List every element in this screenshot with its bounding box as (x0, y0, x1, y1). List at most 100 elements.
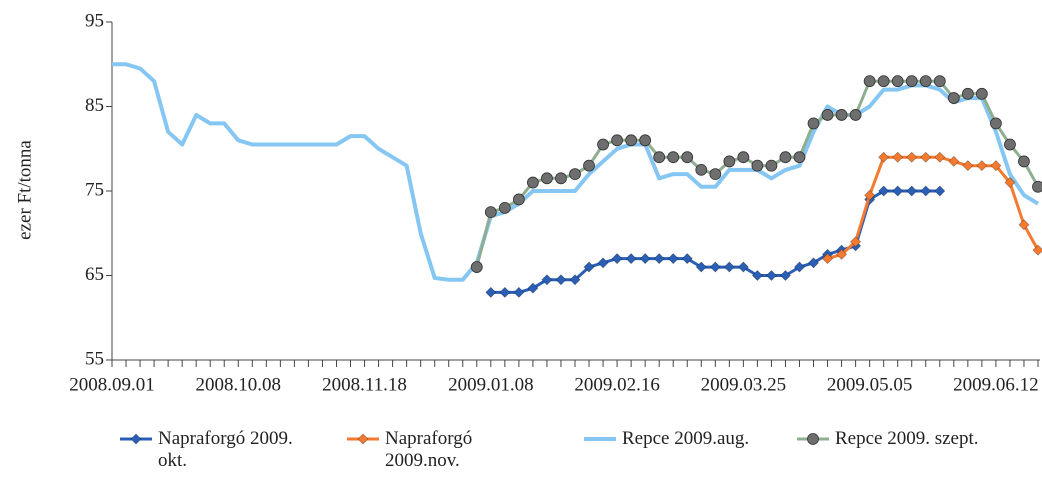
point (807, 117, 820, 130)
point (751, 270, 763, 281)
x-tick-label: 2008.09.01 (69, 374, 155, 395)
legend-marker (130, 433, 142, 445)
point (849, 109, 862, 121)
point (779, 151, 792, 164)
point (569, 168, 581, 181)
point (513, 286, 525, 298)
x-tick-label: 2009.01.08 (448, 374, 534, 395)
point (498, 201, 511, 214)
point (906, 185, 918, 197)
legend-label: Repce 2009.aug. (622, 428, 750, 449)
point (793, 261, 805, 273)
point (962, 160, 974, 172)
y-tick-label: 85 (85, 95, 104, 116)
point (920, 185, 932, 197)
x-tick-label: 2009.02.16 (574, 374, 660, 395)
x-tick-label: 2009.06.12 (953, 374, 1039, 395)
legend-icon (797, 433, 829, 445)
point (555, 274, 567, 286)
point (695, 163, 708, 176)
point (891, 75, 904, 88)
point (625, 134, 638, 147)
point (822, 253, 834, 265)
y-tick-label: 65 (85, 264, 104, 285)
point (835, 109, 848, 121)
point (667, 253, 679, 265)
point (864, 189, 876, 201)
point (737, 151, 750, 164)
point (878, 185, 890, 197)
y-tick-label: 55 (85, 348, 104, 369)
x-tick-label: 2008.10.08 (196, 374, 282, 395)
x-tick-label: 2008.11.18 (322, 374, 407, 395)
point (639, 253, 651, 265)
point (863, 75, 876, 88)
point (555, 172, 567, 185)
point (470, 261, 483, 273)
legend-label: Napraforgó 2009.nov. (385, 428, 473, 471)
point (808, 257, 820, 269)
chart: ezer Ft/tonna 55 65 75 85 95 2008.09.01 2008.1… (14, 10, 1042, 395)
point (667, 151, 680, 164)
point (681, 253, 693, 265)
point (990, 160, 1002, 172)
point (990, 117, 1002, 130)
point (1004, 177, 1016, 189)
point (793, 151, 806, 164)
point (695, 261, 707, 273)
point (892, 185, 904, 197)
point (512, 193, 525, 206)
point (485, 286, 497, 298)
point (597, 138, 609, 151)
legend-marker (807, 433, 819, 445)
point (905, 75, 918, 88)
point (1018, 155, 1030, 168)
series-line (827, 155, 1040, 261)
point (878, 151, 890, 163)
point (765, 159, 778, 172)
y-tick-label: 75 (85, 179, 104, 200)
legend-marker (357, 433, 369, 445)
point (723, 261, 735, 273)
point (527, 176, 539, 189)
point (975, 87, 988, 100)
point (1004, 138, 1016, 151)
legend-icon (584, 437, 616, 441)
legend-item: Napraforgó 2009. okt. (118, 428, 308, 472)
x-tick-label: 2009.05.05 (827, 374, 913, 395)
point (906, 151, 918, 163)
legend-item: Repce 2009. szept. (795, 428, 1042, 450)
point (765, 270, 777, 281)
point (611, 253, 623, 265)
point (681, 151, 694, 164)
y-tick-label: 95 (85, 10, 104, 31)
point (1032, 180, 1042, 193)
point (1032, 244, 1042, 256)
legend-label: Repce 2009. szept. (835, 428, 979, 449)
point (653, 253, 665, 265)
point (709, 261, 721, 273)
legend-label: Napraforgó 2009. okt. (158, 428, 293, 471)
point (653, 151, 666, 164)
point (877, 75, 890, 88)
point (919, 75, 932, 88)
point (541, 274, 553, 286)
point (934, 185, 946, 197)
point (920, 151, 932, 163)
legend-item: Repce 2009.aug. (582, 428, 842, 450)
point (1018, 219, 1030, 231)
point (611, 134, 623, 147)
point (499, 286, 511, 298)
y-axis-label: ezer Ft/tonna (14, 140, 35, 240)
point (737, 261, 749, 273)
point (527, 282, 539, 294)
point (751, 159, 764, 172)
point (947, 92, 960, 104)
point (779, 270, 791, 281)
point (484, 206, 497, 219)
point (976, 160, 988, 172)
legend-icon (347, 433, 379, 445)
point (933, 75, 946, 88)
point (625, 253, 637, 265)
